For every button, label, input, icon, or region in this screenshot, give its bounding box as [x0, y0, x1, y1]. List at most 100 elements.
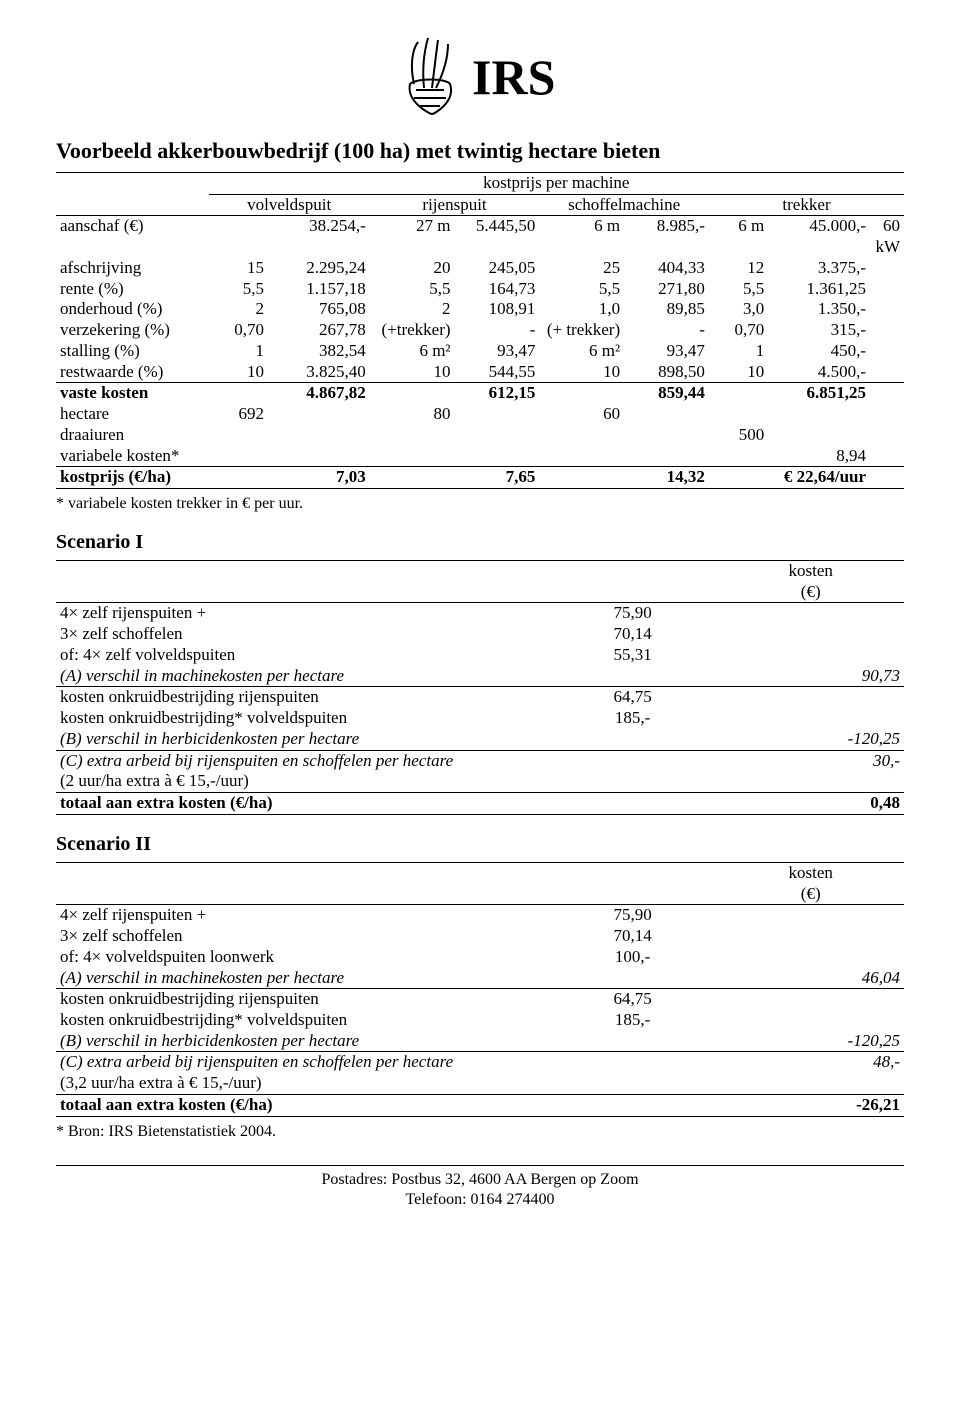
cell-label: vaste kosten [56, 383, 209, 404]
cell [870, 404, 904, 425]
cell [717, 708, 904, 729]
cell: 1 [209, 341, 268, 362]
scenario-row-B: (B) verschil in herbicidenkosten per hec… [56, 1031, 904, 1052]
cell: 544,55 [455, 362, 540, 383]
cell [539, 446, 624, 467]
cell: 70,14 [548, 624, 718, 645]
cell: 5,5 [209, 279, 268, 300]
cell: kosten onkruidbestrijding rijenspuiten [56, 989, 548, 1010]
cell [870, 279, 904, 300]
cell [870, 299, 904, 320]
scenario-header-euro: (€) [56, 582, 904, 603]
cell: 46,04 [717, 968, 904, 989]
cell [539, 467, 624, 488]
cell [870, 258, 904, 279]
cost-table: kostprijs per machine volveldspuit rijen… [56, 172, 904, 489]
cell-label: onderhoud (%) [56, 299, 209, 320]
scenario-1-title: Scenario I [56, 531, 904, 554]
cell-label: stalling (%) [56, 341, 209, 362]
table-row: 4× zelf rijenspuiten +75,90 [56, 603, 904, 624]
cell: 8.985,- [624, 216, 709, 257]
cell: 6 m² [539, 341, 624, 362]
cell: (B) verschil in herbicidenkosten per hec… [56, 729, 548, 750]
cell: 3.825,40 [268, 362, 370, 383]
cell: 3× zelf schoffelen [56, 624, 548, 645]
cell [870, 341, 904, 362]
cell [717, 989, 904, 1010]
table-row: of: 4× zelf volveldspuiten55,31 [56, 645, 904, 666]
cell: totaal aan extra kosten (€/ha) [56, 1095, 548, 1116]
cell [717, 624, 904, 645]
col-machine-1: rijenspuit [370, 194, 540, 216]
table-row: kosten onkruidbestrijding rijenspuiten64… [56, 989, 904, 1010]
footer-phone: Telefoon: 0164 274400 [405, 1191, 554, 1208]
cell [717, 905, 904, 926]
cell: 10 [709, 362, 768, 383]
cell [717, 603, 904, 624]
cell: 14,32 [624, 467, 709, 488]
scenario-row-C: (C) extra arbeid bij rijenspuiten en sch… [56, 1052, 904, 1073]
row-draaiuren: draaiuren 500 [56, 425, 904, 446]
cell: kosten onkruidbestrijding* volveldspuite… [56, 1010, 548, 1031]
cell: 70,14 [548, 926, 718, 947]
cell [717, 645, 904, 666]
cell: 55,31 [548, 645, 718, 666]
table-row: kosten onkruidbestrijding* volveldspuite… [56, 1010, 904, 1031]
cell: 765,08 [268, 299, 370, 320]
cell [717, 926, 904, 947]
logo-text: IRS [472, 49, 555, 105]
cell [717, 1010, 904, 1031]
cell-label: draaiuren [56, 425, 209, 446]
cell: 4.500,- [768, 362, 870, 383]
cell: 8,94 [768, 446, 870, 467]
cell: 185,- [548, 708, 718, 729]
scenario-1-table: kosten (€) 4× zelf rijenspuiten +75,903×… [56, 560, 904, 815]
cell: 45.000,- [768, 216, 870, 257]
cell [768, 425, 870, 446]
cell: 10 [539, 362, 624, 383]
row-variabele-kosten: variabele kosten* 8,94 [56, 446, 904, 467]
scenario-row-B: (B) verschil in herbicidenkosten per hec… [56, 729, 904, 750]
cell [717, 947, 904, 968]
cell: 75,90 [548, 905, 718, 926]
footnote-main: * variabele kosten trekker in € per uur. [56, 495, 904, 513]
euro-header: (€) [717, 582, 904, 603]
cell: 10 [209, 362, 268, 383]
cell: 245,05 [455, 258, 540, 279]
cell: -120,25 [717, 1031, 904, 1052]
cell [268, 446, 370, 467]
cell [870, 425, 904, 446]
row-hectare: hectare 692 80 60 [56, 404, 904, 425]
page-title: Voorbeeld akkerbouwbedrijf (100 ha) met … [56, 138, 904, 164]
cell: 93,47 [455, 341, 540, 362]
table-header-group: kostprijs per machine [56, 173, 904, 194]
scenario-row-C: (C) extra arbeid bij rijenspuiten en sch… [56, 751, 904, 772]
cell: 4× zelf rijenspuiten + [56, 603, 548, 624]
cell: 27 m [370, 216, 455, 257]
cell: 64,75 [548, 989, 718, 1010]
cell: of: 4× volveldspuiten loonwerk [56, 947, 548, 968]
cell: 6.851,25 [768, 383, 870, 404]
cell [370, 446, 455, 467]
table-row: stalling (%)1382,546 m²93,476 m²93,47145… [56, 341, 904, 362]
cell: 90,73 [717, 666, 904, 687]
cell: 60 [539, 404, 624, 425]
cell: 6 m [539, 216, 624, 257]
cell [209, 467, 268, 488]
scenario-2-table: kosten (€) 4× zelf rijenspuiten +75,903×… [56, 862, 904, 1117]
row-kostprijs: kostprijs (€/ha) 7,03 7,65 14,32 € 22,64… [56, 467, 904, 488]
cell: (+ trekker) [539, 320, 624, 341]
table-row: of: 4× volveldspuiten loonwerk100,- [56, 947, 904, 968]
cell: 1.361,25 [768, 279, 870, 300]
col-machine-3: trekker [709, 194, 904, 216]
cell: 1 [709, 341, 768, 362]
kosten-header: kosten [717, 863, 904, 884]
cell: 612,15 [455, 383, 540, 404]
cell: 315,- [768, 320, 870, 341]
cell: 6 m² [370, 341, 455, 362]
table-row: 3× zelf schoffelen70,14 [56, 624, 904, 645]
cell: 7,65 [455, 467, 540, 488]
euro-header: (€) [717, 884, 904, 905]
footer-address: Postadres: Postbus 32, 4600 AA Bergen op… [321, 1171, 638, 1188]
cell: 4.867,82 [268, 383, 370, 404]
